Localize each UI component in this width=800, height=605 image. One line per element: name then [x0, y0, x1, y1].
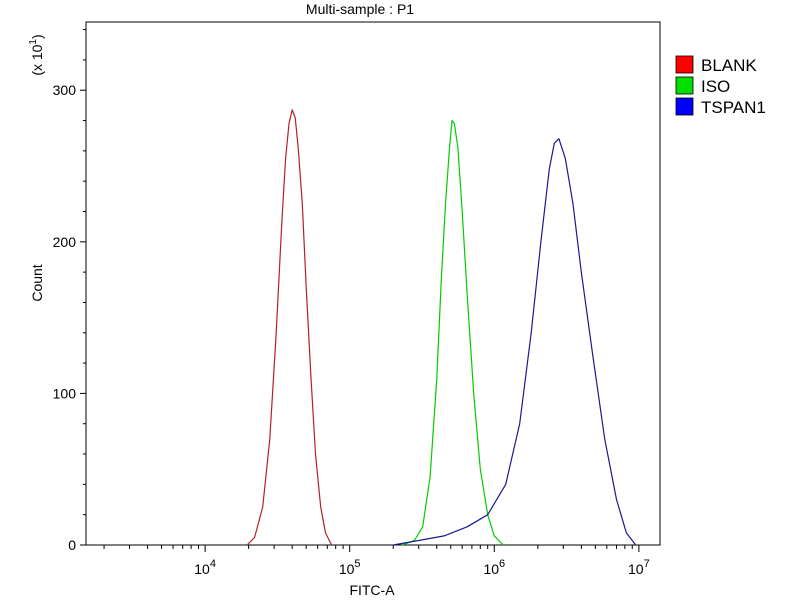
legend-swatch-tspan1	[675, 97, 694, 116]
legend: BLANK ISO TSPAN1	[675, 55, 766, 117]
chart-title: Multi-sample : P1	[306, 1, 414, 17]
y-tick-label: 200	[53, 234, 77, 250]
plot-frame	[85, 21, 661, 546]
legend-label-tspan1: TSPAN1	[701, 98, 766, 117]
y-tick-label: 100	[53, 385, 77, 401]
series-group	[246, 109, 637, 546]
legend-label-blank: BLANK	[701, 56, 757, 75]
x-tick-label: 107	[628, 558, 650, 577]
series-line-blank	[246, 109, 333, 546]
x-tick-label: 104	[194, 558, 216, 577]
x-axis: 104 105 106 107	[103, 545, 650, 577]
series-line-iso	[401, 119, 504, 546]
legend-label-iso: ISO	[701, 77, 730, 96]
y-axis-label: Count	[29, 264, 45, 301]
y-tick-label: 0	[68, 537, 76, 553]
x-tick-label: 105	[339, 558, 361, 577]
y-multiplier-label: (x 101)	[28, 34, 45, 75]
y-tick-label: 300	[53, 82, 77, 98]
legend-swatch-iso	[675, 76, 694, 95]
series-line-tspan1	[393, 138, 637, 546]
legend-swatch-blank	[675, 55, 694, 74]
x-tick-label: 106	[483, 558, 505, 577]
x-axis-label: FITC-A	[349, 582, 395, 598]
y-axis: 0 100 200 300	[53, 29, 86, 553]
